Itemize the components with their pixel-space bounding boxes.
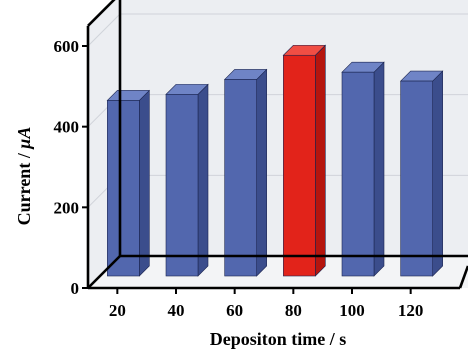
bar-100 xyxy=(341,61,385,277)
y-axis-label: Current / μA xyxy=(14,127,34,226)
bar-side-face xyxy=(197,83,209,277)
x-tick-label: 100 xyxy=(339,301,365,320)
x-tick-label: 40 xyxy=(168,301,185,320)
x-tick-label: 60 xyxy=(226,301,243,320)
y-tick-label: 400 xyxy=(54,118,80,137)
right-floor-edge xyxy=(458,265,468,289)
x-tick-label: 20 xyxy=(109,301,126,320)
top-depth-edge xyxy=(87,0,116,27)
y-tick-label: 200 xyxy=(54,198,80,217)
floor-depth-edge xyxy=(87,255,121,289)
bar-front-face xyxy=(107,100,140,277)
bar-side-face xyxy=(139,89,150,277)
bar-side-face xyxy=(315,44,326,277)
bar-side-face xyxy=(256,68,267,277)
bar-120 xyxy=(399,70,444,277)
bar-40 xyxy=(165,83,209,277)
bar-side-face xyxy=(373,61,385,277)
bar-front-face xyxy=(341,71,375,277)
bar-front-face xyxy=(165,94,199,277)
x-ticks: 20 40 60 80 100 120 xyxy=(109,288,424,320)
y-tick-label: 0 xyxy=(71,279,80,298)
axes xyxy=(86,0,468,290)
x-tick-label: 80 xyxy=(285,301,302,320)
x-tick-label: 120 xyxy=(398,301,424,320)
gridline-side xyxy=(87,13,121,47)
bar-front-face xyxy=(283,54,316,277)
bar-front-face xyxy=(400,80,433,277)
bar-20 xyxy=(106,89,151,277)
bar-front-face xyxy=(224,79,257,277)
y-axis-label-unit: μA xyxy=(14,127,34,150)
y-ticks: 0 200 400 600 xyxy=(54,37,88,298)
bars xyxy=(106,44,444,277)
bar-side-face xyxy=(432,70,443,277)
x-axis-label: Depositon time / s xyxy=(210,329,347,349)
bar-80 xyxy=(282,44,327,277)
bar-60 xyxy=(223,68,268,277)
y-tick-label: 600 xyxy=(54,37,80,56)
y-axis-label-prefix: Current / xyxy=(14,149,34,226)
